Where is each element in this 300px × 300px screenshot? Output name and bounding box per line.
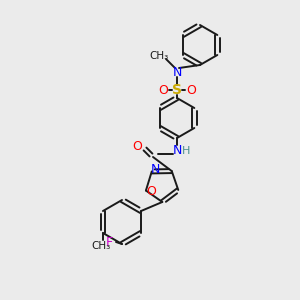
- Text: N: N: [172, 65, 182, 79]
- Text: F: F: [105, 236, 112, 248]
- Text: S: S: [172, 83, 182, 97]
- Text: O: O: [132, 140, 142, 154]
- Text: N: N: [172, 143, 182, 157]
- Text: O: O: [158, 83, 168, 97]
- Text: CH₃: CH₃: [91, 241, 111, 251]
- Text: H: H: [182, 146, 190, 156]
- Text: O: O: [186, 83, 196, 97]
- Text: CH₃: CH₃: [149, 51, 169, 61]
- Text: O: O: [146, 185, 156, 198]
- Text: N: N: [151, 163, 160, 176]
